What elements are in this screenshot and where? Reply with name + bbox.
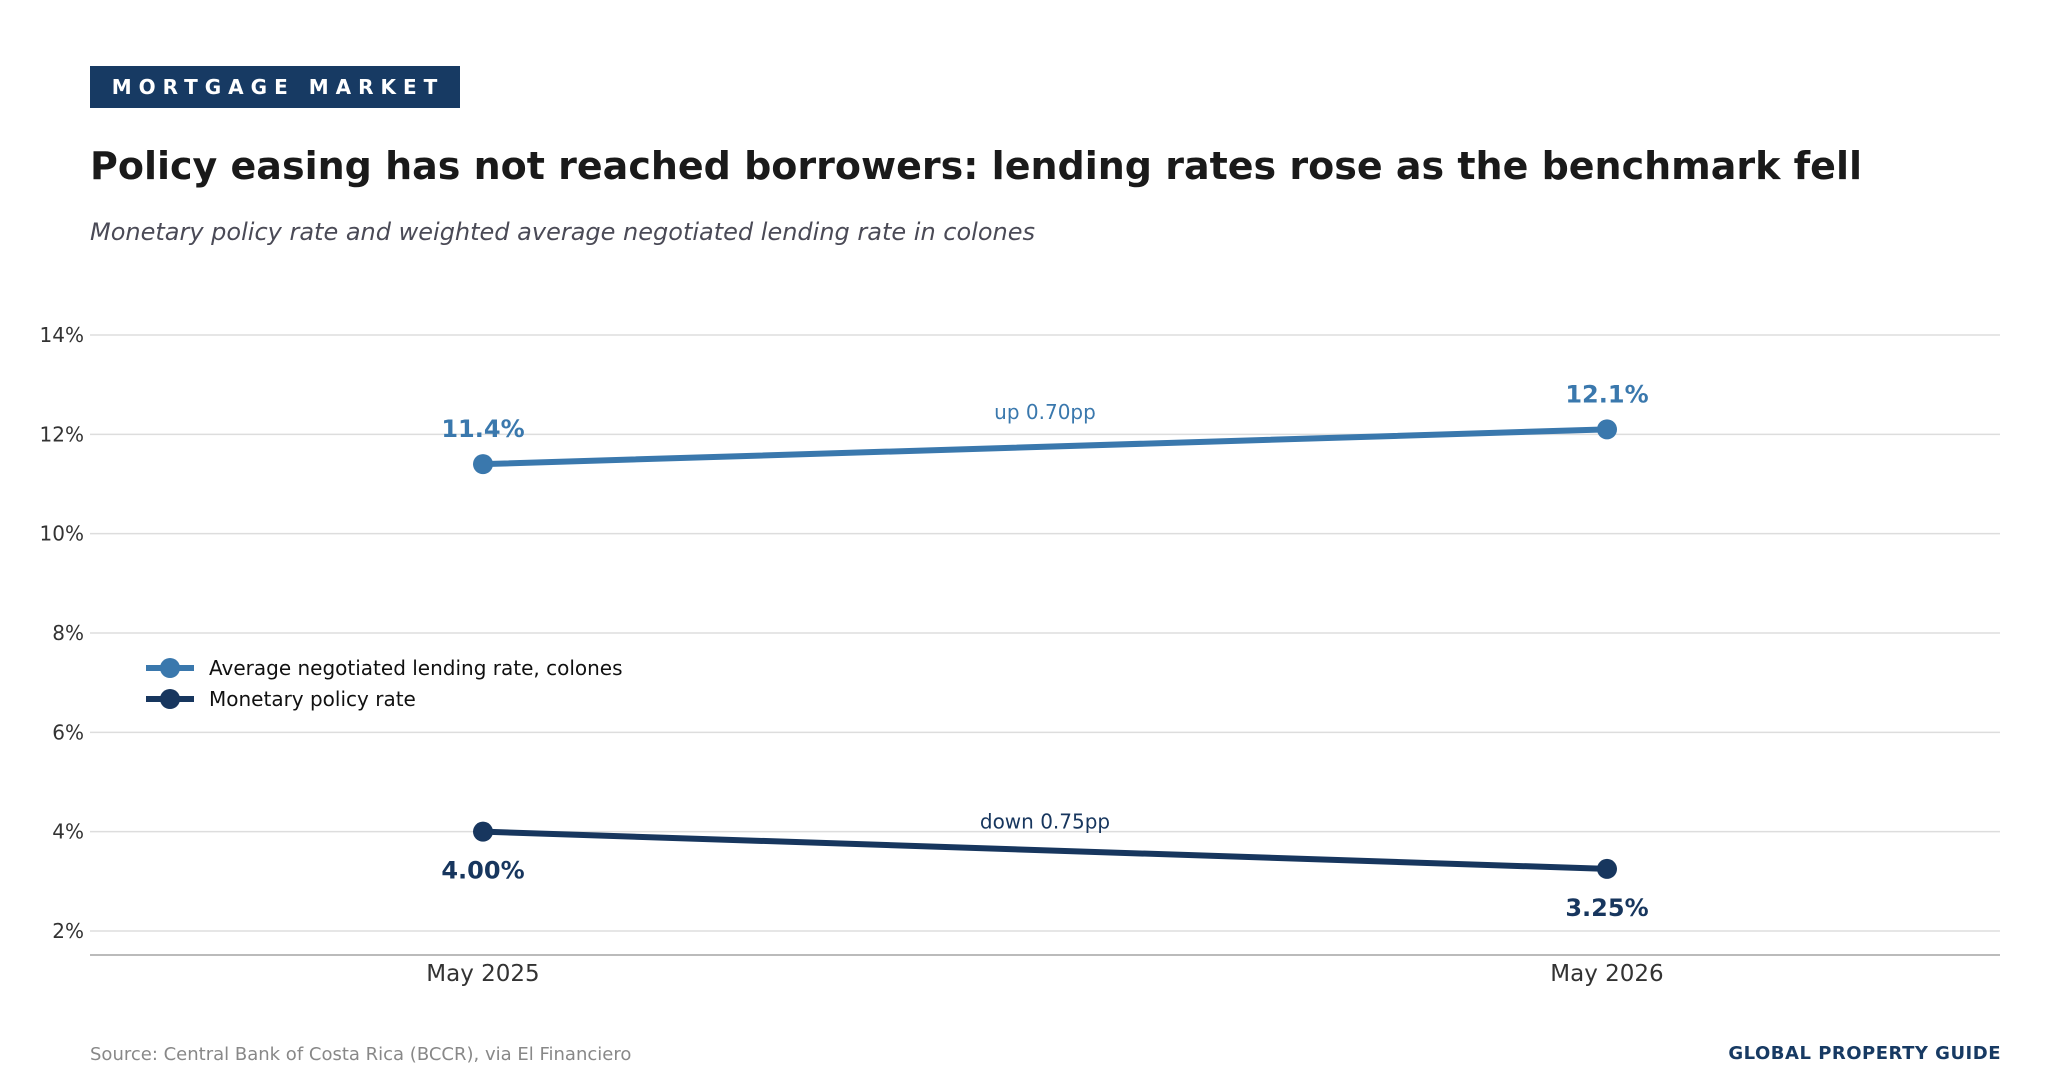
chart-subtitle: Monetary policy rate and weighted averag… <box>90 218 1035 246</box>
legend-swatch-marker <box>160 658 180 678</box>
legend-label: Average negotiated lending rate, colones <box>209 656 623 680</box>
y-tick-label: 2% <box>52 919 84 943</box>
change-annotation: down 0.75pp <box>980 809 1110 833</box>
y-tick-label: 12% <box>40 422 84 446</box>
data-point <box>473 821 493 842</box>
y-tick-label: 4% <box>52 820 84 844</box>
change-annotation: up 0.70pp <box>994 400 1096 424</box>
source-note: Source: Central Bank of Costa Rica (BCCR… <box>90 1044 632 1065</box>
data-label: 4.00% <box>441 857 524 885</box>
line-chart: 2% 4% 6% 8% 10% 12% 14% May 2025 May 2026 11.4% 12… <box>40 323 2000 987</box>
brand-logo-text: GLOBAL PROPERTY GUIDE <box>1728 1043 2001 1064</box>
x-tick-label: May 2026 <box>1550 961 1663 987</box>
data-label: 12.1% <box>1565 380 1648 408</box>
section-tag: MORTGAGE MARKET <box>90 66 460 108</box>
y-tick-label: 8% <box>52 621 84 645</box>
data-point <box>473 454 493 475</box>
y-tick-label: 10% <box>40 522 84 546</box>
y-tick-label: 14% <box>40 323 84 347</box>
data-label: 3.25% <box>1565 894 1648 922</box>
legend-swatch-marker <box>160 689 180 709</box>
data-point <box>1597 419 1617 440</box>
x-tick-label: May 2025 <box>426 961 539 987</box>
y-tick-label: 6% <box>52 720 84 744</box>
data-point <box>1597 858 1617 879</box>
series-line <box>480 828 1610 872</box>
data-label: 11.4% <box>441 415 524 443</box>
legend-label: Monetary policy rate <box>209 687 416 711</box>
series-line <box>480 426 1610 468</box>
chart-title: Policy easing has not reached borrowers:… <box>90 144 1863 188</box>
